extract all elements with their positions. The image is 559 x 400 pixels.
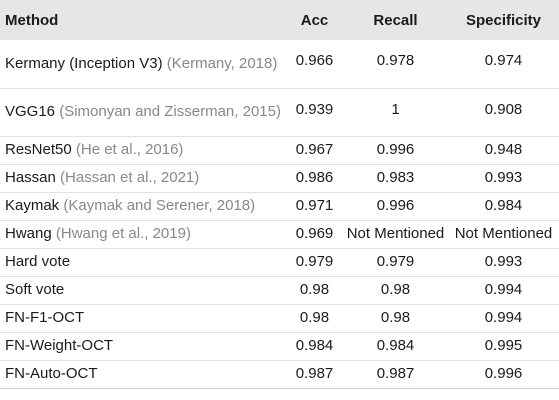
specificity-cell: 0.996 xyxy=(448,359,559,389)
recall-cell: 1 xyxy=(343,87,448,136)
acc-cell: 0.979 xyxy=(286,247,343,276)
table-row: Hard vote 0.979 0.979 0.993 xyxy=(0,247,559,276)
acc-cell: 0.966 xyxy=(295,52,334,69)
recall-cell: 0.978 xyxy=(376,52,415,69)
acc-cell: 0.986 xyxy=(286,163,343,192)
citation-link[interactable]: (Simonyan and Zisserman, 2015) xyxy=(59,103,281,120)
method-cell: Hwang (Hwang et al., 2019) xyxy=(0,219,286,248)
table-row: ResNet50 (He et al., 2016) 0.967 0.996 0… xyxy=(0,135,559,164)
method-name: Hard vote xyxy=(5,253,71,270)
citation-link[interactable]: (Hassan et al., 2021) xyxy=(60,169,200,186)
table-row: FN-Auto-OCT 0.987 0.987 0.996 xyxy=(0,359,559,389)
method-cell: Hard vote xyxy=(0,247,286,276)
recall-cell: 0.98 xyxy=(343,275,448,304)
table-row: FN-F1-OCT 0.98 0.98 0.994 xyxy=(0,303,559,332)
specificity-cell: Not Mentioned xyxy=(448,219,559,248)
method-cell: Kaymak (Kaymak and Serener, 2018) xyxy=(0,191,286,220)
specificity-cell: 0.995 xyxy=(448,331,559,360)
specificity-cell: 0.948 xyxy=(448,135,559,164)
table-row: Kaymak (Kaymak and Serener, 2018) 0.971 … xyxy=(0,191,559,220)
table-body: Kermany (Inception V3) (Kermany, 2018) 0… xyxy=(0,40,559,389)
recall-cell: 0.996 xyxy=(343,135,448,164)
results-table: Method Acc Recall Specificity Kermany (I… xyxy=(0,0,559,389)
acc-cell: 0.967 xyxy=(286,135,343,164)
recall-cell: Not Mentioned xyxy=(343,219,448,248)
acc-cell: 0.939 xyxy=(286,87,343,136)
table-row: Hassan (Hassan et al., 2021) 0.986 0.983… xyxy=(0,163,559,192)
recall-cell: 0.987 xyxy=(343,359,448,389)
method-name: Hassan xyxy=(5,169,56,186)
acc-cell: 0.987 xyxy=(286,359,343,389)
recall-cell: 0.984 xyxy=(343,331,448,360)
citation-link[interactable]: (Kaymak and Serener, 2018) xyxy=(63,197,256,214)
specificity-cell: 0.974 xyxy=(484,52,523,69)
table-row: Hwang (Hwang et al., 2019) 0.969 Not Men… xyxy=(0,219,559,248)
recall-cell: 0.979 xyxy=(343,247,448,276)
method-cell: Kermany (Inception V3) (Kermany, 2018) xyxy=(0,40,286,88)
acc-cell: 0.971 xyxy=(286,191,343,220)
specificity-cell: 0.993 xyxy=(448,163,559,192)
table-row: Kermany (Inception V3) (Kermany, 2018) 0… xyxy=(0,40,559,88)
method-cell: VGG16 (Simonyan and Zisserman, 2015) xyxy=(0,87,286,136)
citation-link[interactable]: (Hwang et al., 2019) xyxy=(55,225,191,242)
header-method: Method xyxy=(5,11,59,29)
acc-cell: 0.984 xyxy=(286,331,343,360)
method-name: VGG16 xyxy=(5,103,56,120)
method-name: FN-Auto-OCT xyxy=(5,365,98,382)
acc-cell: 0.969 xyxy=(286,219,343,248)
method-name: FN-F1-OCT xyxy=(5,309,85,326)
citation-link[interactable]: (He et al., 2016) xyxy=(75,141,184,158)
method-name: Soft vote xyxy=(5,281,65,298)
header-row: Method Acc Recall Specificity xyxy=(0,0,559,40)
specificity-cell: 0.993 xyxy=(448,247,559,276)
method-name: Kermany (Inception V3) xyxy=(5,54,163,72)
specificity-cell: 0.994 xyxy=(448,275,559,304)
method-cell: FN-Weight-OCT xyxy=(0,331,286,360)
header-specificity: Specificity xyxy=(465,11,542,29)
method-name: Hwang xyxy=(5,225,52,242)
acc-cell: 0.98 xyxy=(286,275,343,304)
citation-link[interactable]: (Kermany, 2018) xyxy=(166,54,278,72)
method-name: ResNet50 xyxy=(5,141,72,158)
method-cell: Hassan (Hassan et al., 2021) xyxy=(0,163,286,192)
method-name: FN-Weight-OCT xyxy=(5,337,114,354)
method-cell: ResNet50 (He et al., 2016) xyxy=(0,135,286,164)
recall-cell: 0.996 xyxy=(343,191,448,220)
specificity-cell: 0.908 xyxy=(448,87,559,136)
method-cell: Soft vote xyxy=(0,275,286,304)
method-cell: FN-F1-OCT xyxy=(0,303,286,332)
method-name: Kaymak xyxy=(5,197,60,214)
recall-cell: 0.98 xyxy=(343,303,448,332)
table-row: VGG16 (Simonyan and Zisserman, 2015) 0.9… xyxy=(0,87,559,136)
method-cell: FN-Auto-OCT xyxy=(0,359,286,389)
header-acc: Acc xyxy=(300,11,329,29)
table-row: FN-Weight-OCT 0.984 0.984 0.995 xyxy=(0,331,559,360)
specificity-cell: 0.984 xyxy=(448,191,559,220)
acc-cell: 0.98 xyxy=(286,303,343,332)
header-recall: Recall xyxy=(373,11,418,29)
specificity-cell: 0.994 xyxy=(448,303,559,332)
table-row: Soft vote 0.98 0.98 0.994 xyxy=(0,275,559,304)
recall-cell: 0.983 xyxy=(343,163,448,192)
